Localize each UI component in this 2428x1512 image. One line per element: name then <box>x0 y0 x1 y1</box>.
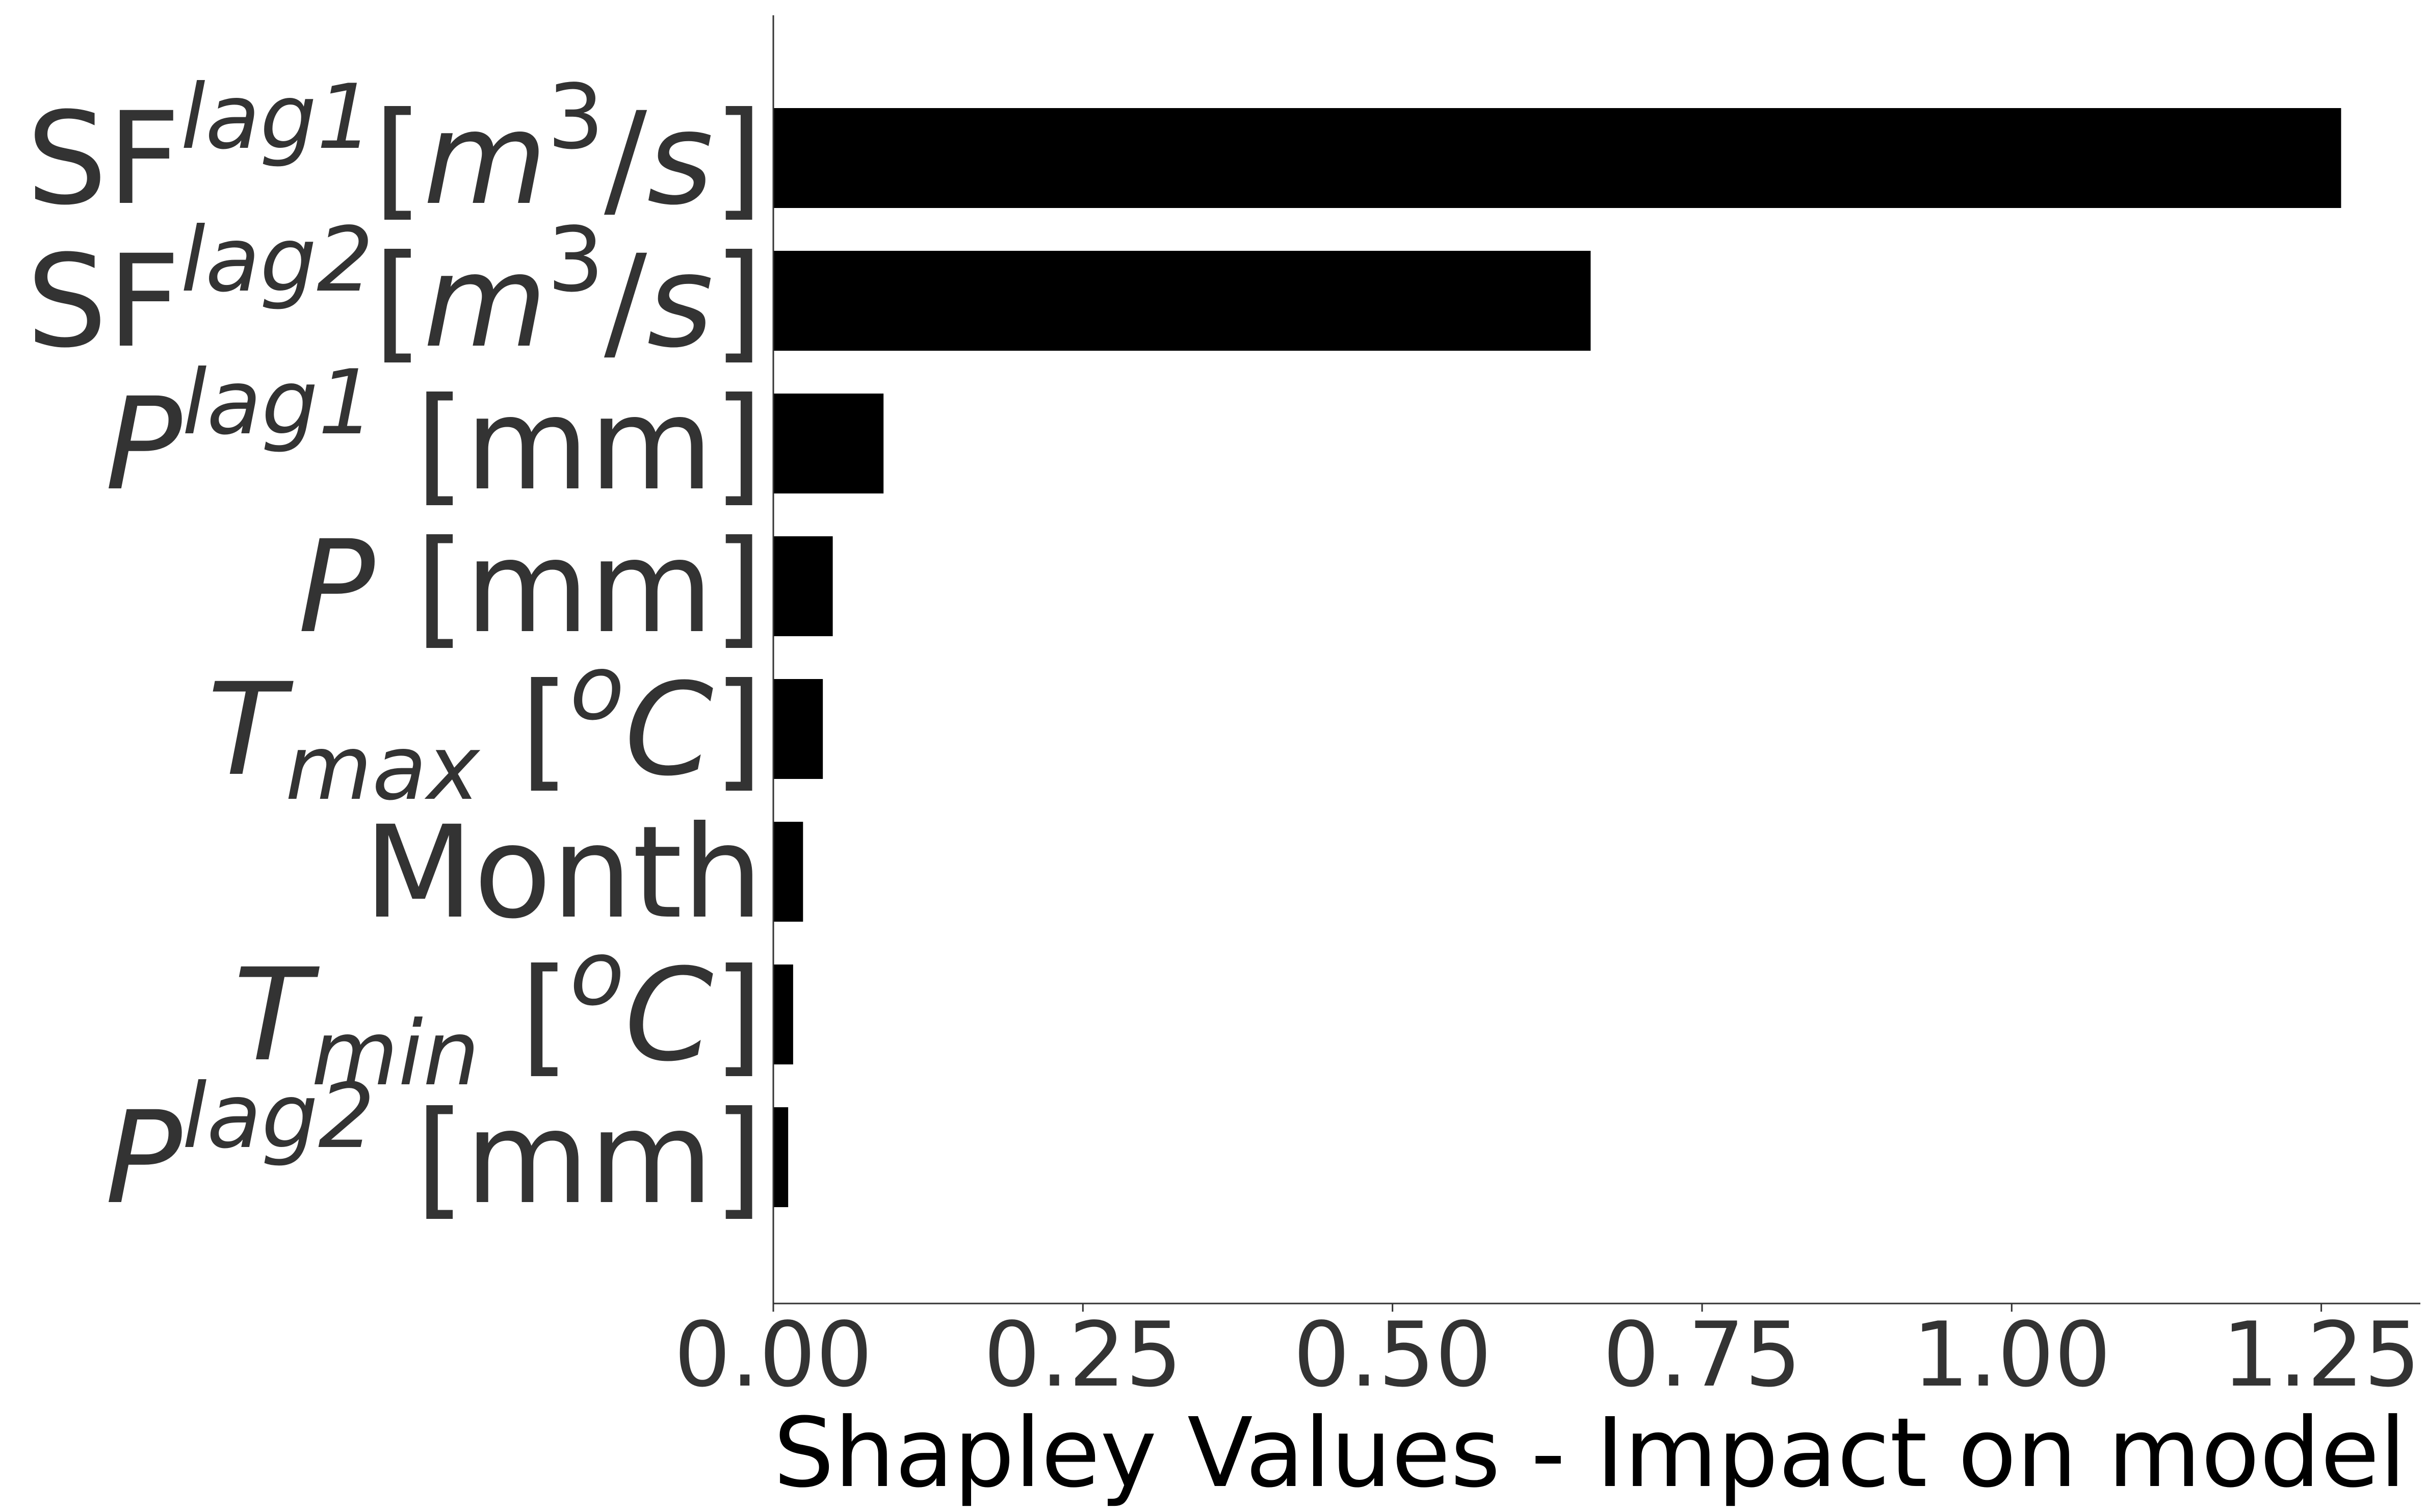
bar-1 <box>773 108 2341 208</box>
category-label-3: Plag1 [mm] <box>105 351 763 519</box>
bar-8 <box>773 1107 789 1207</box>
x-axis-label: Shapley Values - Impact on model <box>773 1397 2406 1509</box>
x-tick-label-2: 0.25 <box>984 1304 1183 1407</box>
axes-group <box>772 15 2420 1305</box>
bar-4 <box>773 536 833 636</box>
bar-3 <box>773 394 884 493</box>
category-label-2: SFlag2[m3/s] <box>27 208 763 376</box>
category-label-5: Tmax [oC] <box>207 637 763 821</box>
bar-2 <box>773 251 1591 351</box>
category-label-8: Plag2 [mm] <box>105 1065 763 1233</box>
x-tick-label-4: 0.75 <box>1603 1304 1802 1407</box>
bar-6 <box>773 822 803 922</box>
category-label-7: Tmin [oC] <box>233 922 763 1106</box>
category-labels-group: SFlag1[m3/s]SFlag2[m3/s]Plag1 [mm]P [mm]… <box>27 66 763 1233</box>
x-tick-label-3: 0.50 <box>1293 1304 1492 1407</box>
x-tick-label-6: 1.25 <box>2222 1304 2421 1407</box>
category-label-4: P [mm] <box>298 513 763 661</box>
bar-5 <box>773 679 823 779</box>
bars-group <box>773 108 2341 1207</box>
category-label-1: SFlag1[m3/s] <box>27 66 763 233</box>
x-tick-label-5: 1.00 <box>1912 1304 2111 1407</box>
category-label-6: Month <box>363 798 763 947</box>
x-ticks-group: 0.00 0.25 0.50 0.75 1.00 1.25 <box>674 1304 2420 1407</box>
x-tick-label-1: 0.00 <box>674 1304 873 1407</box>
bar-7 <box>773 964 793 1064</box>
